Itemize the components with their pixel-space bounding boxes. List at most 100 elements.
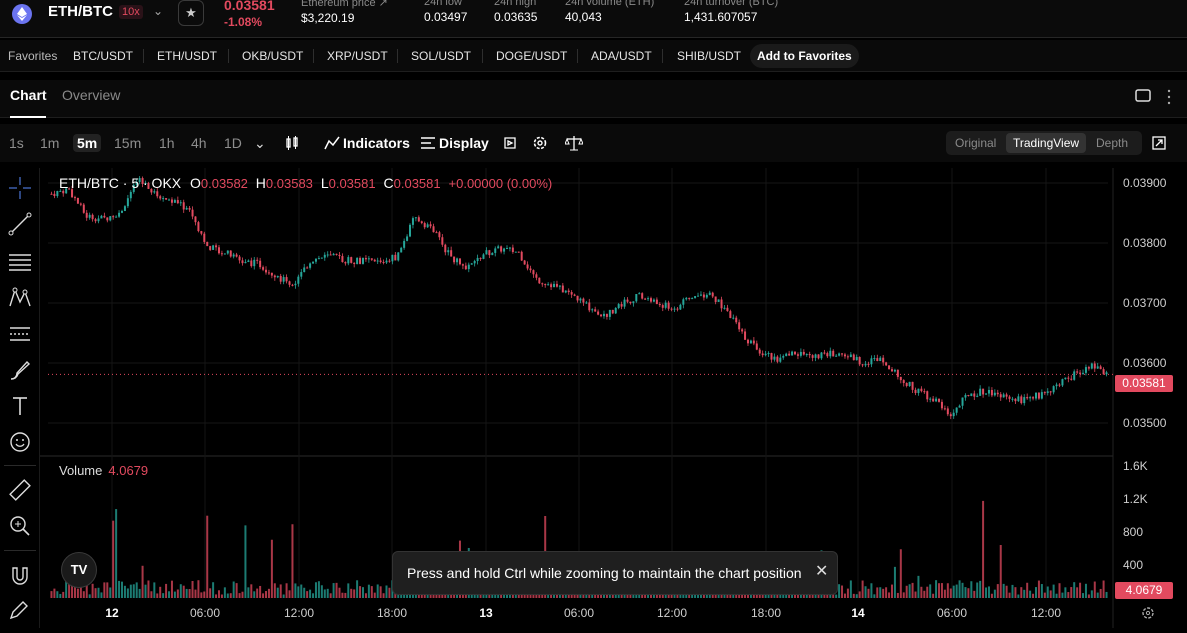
price-tick-label: 0.03700 bbox=[1123, 296, 1167, 310]
fib-retracement-icon[interactable] bbox=[6, 320, 34, 348]
favorite-item[interactable]: DOGE/USDT bbox=[496, 49, 568, 63]
display-button[interactable]: Display bbox=[439, 135, 489, 151]
favorite-item[interactable]: ETH/USDT bbox=[157, 49, 217, 63]
gear-icon[interactable] bbox=[532, 135, 548, 151]
volume-bar bbox=[220, 594, 223, 598]
timeframe-15m[interactable]: 15m bbox=[114, 135, 142, 151]
timeframe-1d[interactable]: 1D bbox=[224, 135, 242, 151]
candle-body bbox=[582, 298, 585, 303]
candle-body bbox=[247, 260, 250, 262]
candle-body bbox=[232, 254, 235, 257]
volume-bar bbox=[59, 593, 62, 598]
candle-body bbox=[320, 257, 323, 259]
crosshair-icon[interactable] bbox=[6, 174, 34, 202]
view-tradingview[interactable]: TradingView bbox=[1006, 133, 1087, 153]
volume-bar bbox=[256, 588, 259, 598]
scale-icon[interactable] bbox=[565, 135, 583, 151]
candle-body bbox=[197, 222, 200, 232]
volume-bar bbox=[288, 590, 291, 598]
volume-bar bbox=[170, 580, 173, 598]
legend-h-key: H bbox=[255, 175, 266, 191]
pair-title[interactable]: ETH/BTC bbox=[48, 3, 113, 20]
view-switcher: Original TradingView Depth bbox=[946, 131, 1142, 155]
candlestick-chart[interactable]: 0.03900 0.03800 0.03700 0.03600 0.03500 1.6K 1… bbox=[40, 168, 1187, 628]
volume-bar bbox=[585, 594, 588, 598]
favorite-item[interactable]: SOL/USDT bbox=[411, 49, 472, 63]
candlestick-type-icon[interactable] bbox=[284, 135, 300, 151]
candle-body bbox=[244, 261, 247, 264]
candle-body bbox=[56, 191, 59, 197]
candle-body bbox=[814, 354, 817, 358]
emoji-icon[interactable] bbox=[6, 428, 34, 456]
candle-body bbox=[1014, 398, 1017, 402]
star-icon[interactable]: ★ bbox=[178, 0, 204, 26]
pencil-lock-icon[interactable] bbox=[6, 596, 34, 624]
candle-body bbox=[576, 295, 579, 301]
replay-icon[interactable] bbox=[502, 135, 518, 151]
timeframe-1m[interactable]: 1m bbox=[40, 135, 60, 151]
window-icon[interactable] bbox=[1135, 89, 1151, 103]
timeframe-5m[interactable]: 5m bbox=[73, 134, 102, 152]
volume-bar bbox=[276, 587, 279, 598]
external-link-icon[interactable]: ↗ bbox=[378, 0, 388, 9]
volume-bar bbox=[91, 583, 94, 598]
add-to-favorites-button[interactable]: Add to Favorites bbox=[750, 44, 859, 68]
candle-body bbox=[326, 254, 329, 256]
volume-bar bbox=[943, 589, 946, 598]
candle-body bbox=[1020, 396, 1023, 404]
volume-bar bbox=[920, 586, 923, 598]
candle-body bbox=[841, 353, 844, 355]
chevron-down-icon[interactable]: ⌄ bbox=[254, 135, 266, 151]
candle-body bbox=[306, 267, 309, 269]
zoom-in-icon[interactable] bbox=[6, 512, 34, 540]
candle-body bbox=[817, 354, 820, 359]
price-chart[interactable]: 0.03900 0.03800 0.03700 0.03600 0.03500 1.6K 1… bbox=[40, 168, 1187, 628]
candle-body bbox=[614, 307, 617, 314]
candle-body bbox=[876, 358, 879, 362]
volume-bar bbox=[65, 580, 68, 598]
close-icon[interactable]: ✕ bbox=[815, 563, 829, 580]
favorite-item[interactable]: XRP/USDT bbox=[327, 49, 388, 63]
favorite-item[interactable]: OKB/USDT bbox=[242, 49, 304, 63]
tab-overview[interactable]: Overview bbox=[62, 87, 121, 103]
candle-body bbox=[1005, 394, 1008, 397]
timeframe-1h[interactable]: 1h bbox=[159, 135, 175, 151]
candle-body bbox=[85, 212, 88, 218]
indicators-button[interactable]: Indicators bbox=[343, 135, 410, 151]
brush-icon[interactable] bbox=[6, 356, 34, 384]
timeframe-1s[interactable]: 1s bbox=[9, 135, 24, 151]
view-original[interactable]: Original bbox=[955, 136, 997, 150]
candle-body bbox=[970, 393, 973, 397]
gear-icon[interactable] bbox=[1141, 606, 1155, 620]
volume-bar bbox=[1052, 584, 1055, 598]
text-icon[interactable] bbox=[6, 392, 34, 420]
view-depth[interactable]: Depth bbox=[1096, 136, 1129, 150]
time-tick-label: 18:00 bbox=[377, 606, 407, 620]
trend-line-icon[interactable] bbox=[6, 210, 34, 238]
time-tick-label: 06:00 bbox=[564, 606, 594, 620]
favorite-item[interactable]: ADA/USDT bbox=[591, 49, 652, 63]
volume-bar bbox=[858, 591, 861, 598]
volume-bar bbox=[932, 593, 935, 598]
magnet-icon[interactable] bbox=[6, 562, 34, 590]
tradingview-logo[interactable]: TV bbox=[61, 552, 97, 588]
chevron-down-icon[interactable]: ⌄ bbox=[153, 4, 164, 18]
candle-body bbox=[226, 250, 229, 254]
candle-body bbox=[938, 398, 941, 402]
volume-bar bbox=[223, 587, 226, 598]
favorite-item[interactable]: BTC/USDT bbox=[73, 49, 133, 63]
volume-bar bbox=[1040, 584, 1043, 598]
more-vertical-icon[interactable] bbox=[1166, 88, 1172, 106]
candle-body bbox=[635, 294, 638, 302]
fullscreen-icon[interactable] bbox=[1152, 136, 1166, 150]
volume-bar bbox=[843, 593, 846, 598]
candle-body bbox=[664, 302, 667, 308]
tab-chart[interactable]: Chart bbox=[10, 87, 47, 103]
pattern-icon[interactable] bbox=[6, 284, 34, 312]
timeframe-4h[interactable]: 4h bbox=[191, 135, 207, 151]
candle-body bbox=[570, 292, 573, 295]
favorite-item[interactable]: SHIB/USDT bbox=[677, 49, 742, 63]
candle-body bbox=[623, 299, 626, 307]
ruler-icon[interactable] bbox=[6, 476, 34, 504]
horizontal-lines-icon[interactable] bbox=[6, 248, 34, 276]
